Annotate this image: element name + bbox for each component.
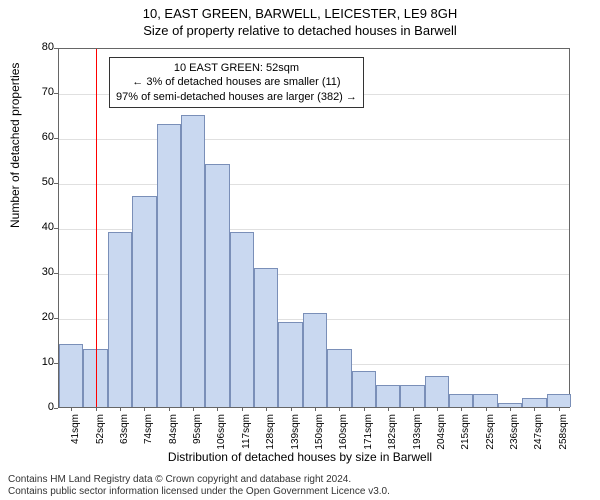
y-tick-label: 70 — [24, 86, 54, 98]
y-tick-label: 20 — [24, 311, 54, 323]
x-tick — [559, 407, 560, 411]
histogram-bar — [205, 164, 229, 407]
x-tick — [71, 407, 72, 411]
x-tick-label: 84sqm — [168, 414, 179, 454]
histogram-bar — [303, 313, 327, 408]
x-tick-label: 247sqm — [533, 414, 544, 454]
y-axis-label: Number of detached properties — [8, 63, 22, 228]
x-tick — [217, 407, 218, 411]
histogram-bar — [425, 376, 449, 408]
x-tick — [437, 407, 438, 411]
footer-line1: Contains HM Land Registry data © Crown c… — [8, 474, 592, 486]
annotation-line1: 10 EAST GREEN: 52sqm — [116, 61, 357, 75]
x-tick-label: 139sqm — [290, 414, 301, 454]
y-tick-label: 0 — [24, 401, 54, 413]
x-tick-label: 225sqm — [485, 414, 496, 454]
y-tick-label: 80 — [24, 41, 54, 53]
x-tick-label: 193sqm — [412, 414, 423, 454]
histogram-bar — [473, 394, 497, 408]
annotation-box: 10 EAST GREEN: 52sqm← 3% of detached hou… — [109, 57, 364, 108]
x-tick — [339, 407, 340, 411]
x-tick — [534, 407, 535, 411]
x-tick — [413, 407, 414, 411]
chart-plot-area: 10 EAST GREEN: 52sqm← 3% of detached hou… — [58, 48, 570, 408]
x-tick — [388, 407, 389, 411]
x-tick — [120, 407, 121, 411]
x-tick-label: 117sqm — [241, 414, 252, 454]
y-tick-label: 50 — [24, 176, 54, 188]
histogram-bar — [547, 394, 571, 408]
y-tick — [54, 93, 58, 94]
histogram-bar — [157, 124, 181, 408]
x-tick — [266, 407, 267, 411]
x-tick — [96, 407, 97, 411]
y-tick — [54, 408, 58, 409]
x-tick — [144, 407, 145, 411]
x-tick-label: 74sqm — [143, 414, 154, 454]
histogram-bar — [132, 196, 156, 408]
histogram-bar — [352, 371, 376, 407]
y-tick-label: 40 — [24, 221, 54, 233]
x-tick — [510, 407, 511, 411]
annotation-line2: ← 3% of detached houses are smaller (11) — [116, 75, 357, 89]
x-tick-label: 215sqm — [460, 414, 471, 454]
footer-attribution: Contains HM Land Registry data © Crown c… — [8, 474, 592, 498]
histogram-bar — [522, 398, 546, 407]
histogram-bar — [254, 268, 278, 408]
x-tick-label: 63sqm — [119, 414, 130, 454]
y-tick — [54, 363, 58, 364]
y-tick — [54, 273, 58, 274]
gridline — [59, 184, 569, 185]
y-tick — [54, 138, 58, 139]
x-tick — [169, 407, 170, 411]
annotation-line3: 97% of semi-detached houses are larger (… — [116, 90, 357, 104]
histogram-bar — [376, 385, 400, 408]
x-tick-label: 204sqm — [436, 414, 447, 454]
x-tick — [461, 407, 462, 411]
y-tick-label: 30 — [24, 266, 54, 278]
x-tick-label: 150sqm — [314, 414, 325, 454]
x-tick-label: 41sqm — [70, 414, 81, 454]
x-tick-label: 160sqm — [338, 414, 349, 454]
gridline — [59, 139, 569, 140]
y-tick — [54, 183, 58, 184]
histogram-bar — [278, 322, 302, 408]
x-tick — [364, 407, 365, 411]
y-tick — [54, 228, 58, 229]
histogram-bar — [449, 394, 473, 408]
x-tick-label: 106sqm — [216, 414, 227, 454]
page-title: 10, EAST GREEN, BARWELL, LEICESTER, LE9 … — [0, 0, 600, 21]
histogram-bar — [327, 349, 351, 408]
footer-line2: Contains public sector information licen… — [8, 486, 592, 498]
y-tick — [54, 318, 58, 319]
x-tick-label: 95sqm — [192, 414, 203, 454]
x-tick — [315, 407, 316, 411]
histogram-bar — [59, 344, 83, 407]
histogram-bar — [108, 232, 132, 408]
y-tick-label: 10 — [24, 356, 54, 368]
x-tick-label: 236sqm — [509, 414, 520, 454]
x-tick — [486, 407, 487, 411]
y-tick-label: 60 — [24, 131, 54, 143]
x-tick — [193, 407, 194, 411]
x-tick — [242, 407, 243, 411]
x-tick — [291, 407, 292, 411]
x-tick-label: 128sqm — [265, 414, 276, 454]
histogram-bar — [230, 232, 254, 408]
histogram-bar — [400, 385, 424, 408]
x-tick-label: 182sqm — [387, 414, 398, 454]
histogram-bar — [181, 115, 205, 408]
y-tick — [54, 48, 58, 49]
x-tick-label: 52sqm — [95, 414, 106, 454]
x-tick-label: 171sqm — [363, 414, 374, 454]
x-tick-label: 258sqm — [558, 414, 569, 454]
page-subtitle: Size of property relative to detached ho… — [0, 21, 600, 38]
property-marker-line — [96, 49, 97, 407]
